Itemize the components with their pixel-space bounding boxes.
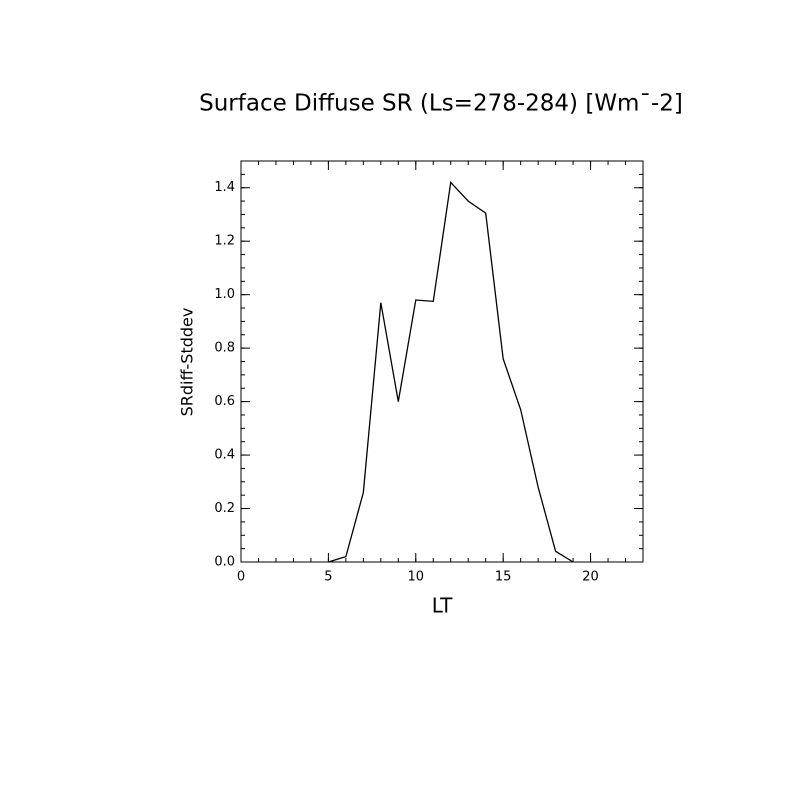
x-axis-label: LT — [432, 594, 453, 618]
y-tick-label: 0.6 — [214, 394, 235, 409]
x-tick-label: 15 — [495, 570, 512, 585]
y-tick-label: 1.0 — [214, 287, 235, 302]
y-tick-label: 0.0 — [214, 555, 235, 570]
y-tick-label: 1.4 — [214, 180, 235, 195]
y-tick-label: 0.2 — [214, 501, 235, 516]
x-tick-label: 20 — [582, 570, 599, 585]
y-tick-label: 0.4 — [214, 448, 235, 463]
y-tick-label: 1.2 — [214, 234, 235, 249]
x-tick-label: 5 — [324, 570, 332, 585]
y-tick-label: 0.8 — [214, 341, 235, 356]
chart-title: Surface Diffuse SR (Ls=278-284) [Wm¯-2] — [199, 91, 683, 117]
y-axis-label: SRdiff-Stddev — [178, 308, 197, 417]
x-tick-label: 10 — [408, 570, 425, 585]
data-line — [328, 180, 574, 563]
x-tick-label: 0 — [237, 570, 245, 585]
